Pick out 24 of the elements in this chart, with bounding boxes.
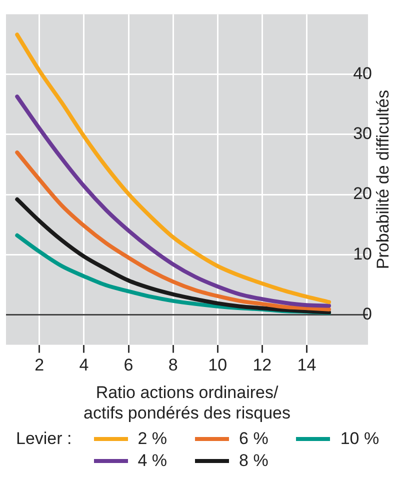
legend-title: Levier : bbox=[16, 428, 72, 450]
legend-label: 2 % bbox=[138, 428, 168, 450]
y-tick-label: 40 bbox=[353, 64, 372, 83]
x-axis-title: Ratio actions ordinaires/ actifs pondérés des risques bbox=[84, 383, 290, 422]
x-tick-label: 4 bbox=[79, 356, 89, 375]
x-tick-label: 2 bbox=[34, 356, 44, 375]
y-tick-label: 30 bbox=[353, 124, 372, 144]
legend-label: 10 % bbox=[340, 428, 380, 450]
legend-label: 6 % bbox=[239, 428, 268, 450]
y-tick-label: 10 bbox=[353, 244, 372, 264]
line-series bbox=[15, 197, 332, 314]
x-tick-label: 14 bbox=[297, 356, 316, 375]
line-series bbox=[15, 94, 332, 308]
y-tick-label: 0 bbox=[362, 304, 372, 324]
legend-label: 4 % bbox=[138, 450, 168, 472]
line-series bbox=[15, 150, 332, 312]
legend-label: 8 % bbox=[239, 450, 268, 472]
x-tick-label: 10 bbox=[208, 356, 228, 375]
x-tick-label: 6 bbox=[124, 356, 134, 375]
line-series bbox=[15, 32, 332, 304]
y-tick-label: 20 bbox=[353, 184, 372, 204]
x-tick-label: 8 bbox=[168, 356, 178, 375]
y-axis-title: Probabilité de difficultés bbox=[374, 90, 393, 270]
x-tick-label: 12 bbox=[252, 356, 272, 375]
